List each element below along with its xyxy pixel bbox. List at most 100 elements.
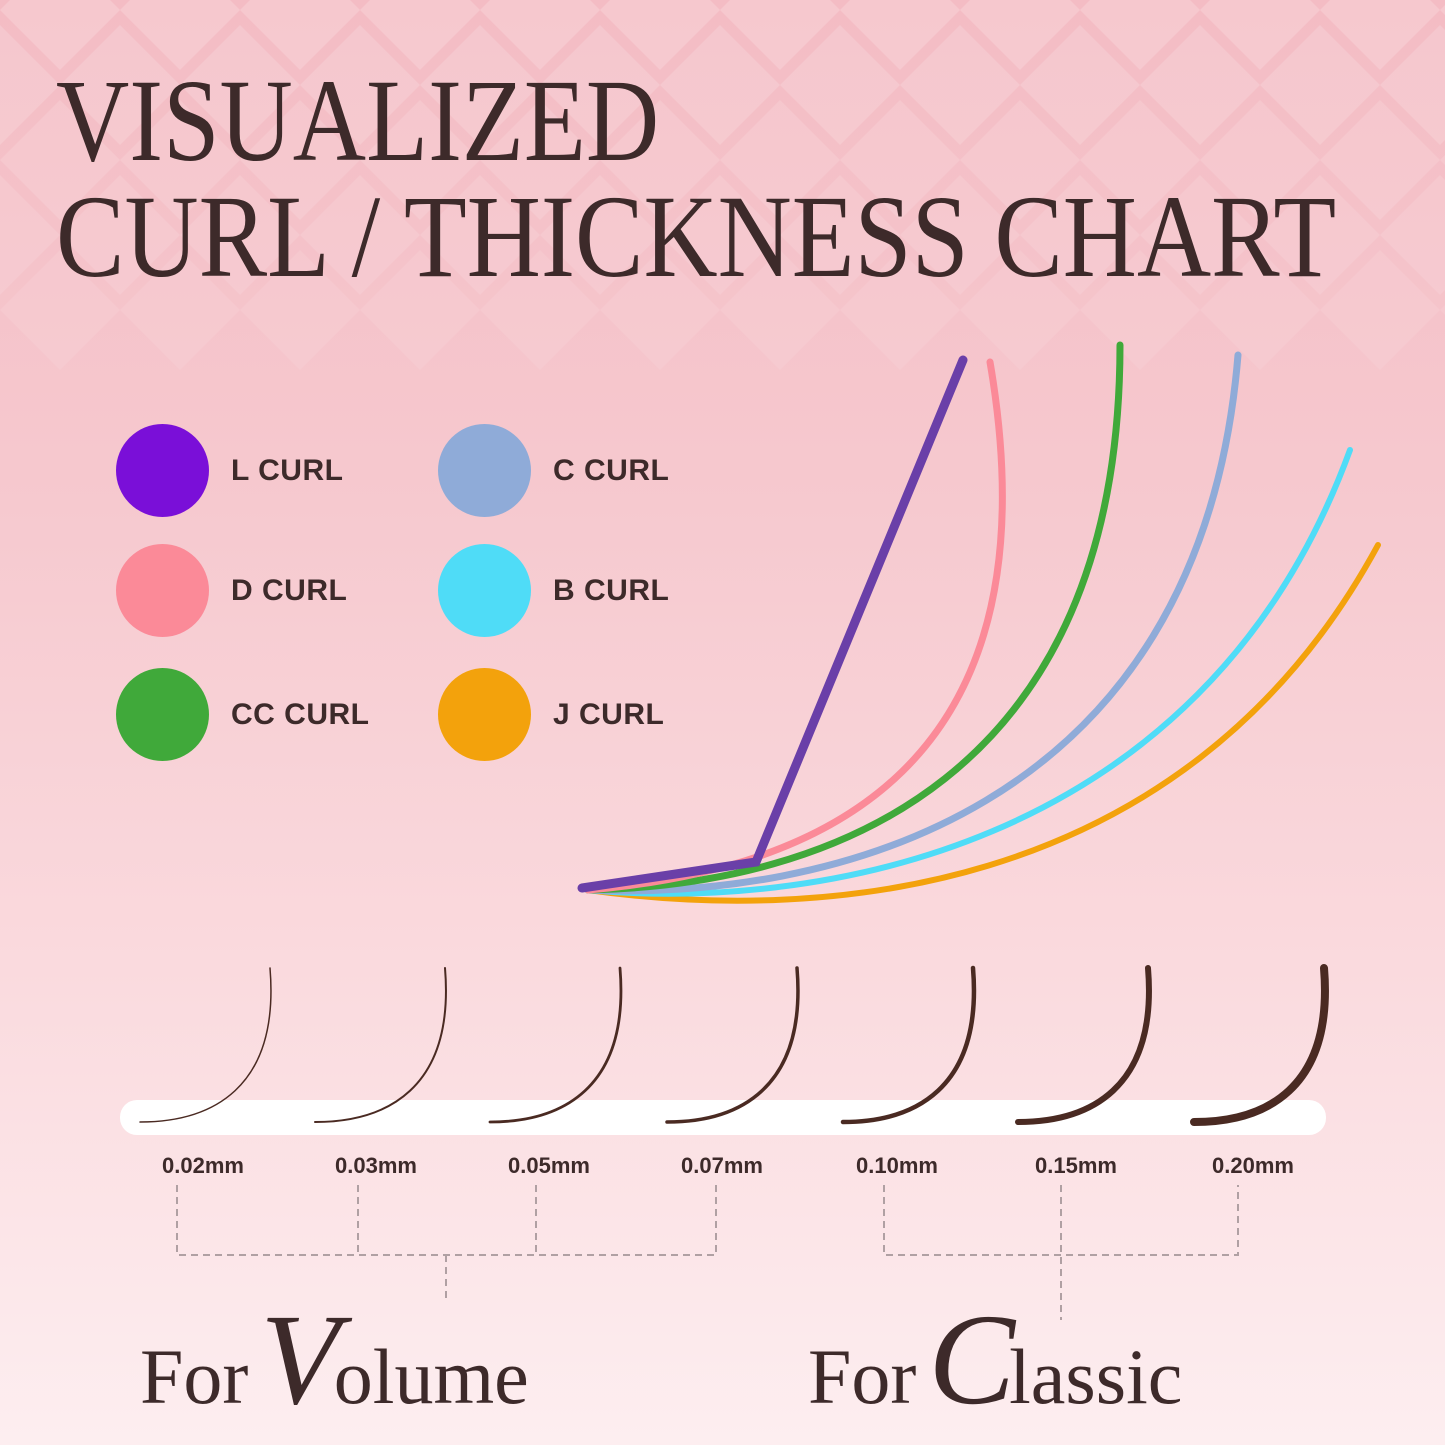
legend-label: CC CURL	[231, 697, 370, 731]
for-prefix: For	[808, 1333, 917, 1420]
for-volume-label: ForVolume	[140, 1285, 529, 1435]
pattern-diamond	[1320, 250, 1440, 370]
pattern-diamond	[900, 25, 1020, 145]
legend-cc-curl: CC CURL	[116, 668, 370, 761]
legend-label: J CURL	[553, 697, 665, 731]
pattern-diamond	[0, 175, 60, 295]
pattern-diamond	[960, 100, 1080, 220]
pattern-diamond	[660, 175, 780, 295]
pattern-diamond	[600, 0, 720, 70]
script-initial: V	[260, 1288, 340, 1432]
pattern-diamond	[1260, 175, 1380, 295]
word-rest: olume	[333, 1333, 529, 1420]
pattern-diamond	[420, 25, 540, 145]
pattern-diamond	[0, 100, 120, 220]
pattern-diamond	[480, 0, 600, 70]
pattern-diamond	[1020, 25, 1140, 145]
b-curl-lash	[585, 447, 1353, 897]
pattern-diamond	[1440, 305, 1445, 315]
pattern-diamond	[1200, 100, 1320, 220]
diamond-pattern-background	[0, 0, 1445, 370]
cc-curl-lash	[584, 341, 1124, 894]
l-curl-lash	[577, 355, 968, 893]
pattern-diamond	[1380, 25, 1445, 145]
pattern-diamond	[240, 100, 360, 220]
pattern-diamond	[1320, 0, 1440, 70]
pattern-diamond	[1200, 0, 1320, 70]
legend-j-curl: J CURL	[438, 668, 664, 761]
pattern-diamond	[720, 0, 840, 70]
pattern-diamond	[1440, 155, 1445, 165]
thickness-label: 0.15mm	[1035, 1153, 1117, 1178]
pattern-diamond	[1140, 25, 1260, 145]
pattern-diamond	[180, 25, 300, 145]
pattern-diamond	[360, 250, 480, 370]
pattern-diamond	[120, 100, 240, 220]
thickness-label: 0.20mm	[1212, 1153, 1294, 1178]
legend-d-curl: D CURL	[116, 544, 347, 637]
thickness-lash	[139, 967, 272, 1123]
thickness-label: 0.03mm	[335, 1153, 417, 1178]
pattern-diamond	[720, 100, 840, 220]
pattern-diamond	[960, 0, 1080, 70]
volume-bracket	[176, 1185, 717, 1300]
pattern-diamond	[1440, 5, 1445, 15]
pattern-diamond	[180, 175, 300, 295]
pattern-diamond	[1260, 25, 1380, 145]
thickness-lash	[488, 966, 623, 1124]
thickness-lash	[314, 967, 447, 1123]
title-line-2: CURL / THICKNESS CHART	[56, 171, 1337, 302]
pattern-diamond	[660, 25, 780, 145]
pattern-diamond	[960, 250, 1080, 370]
pattern-diamond	[780, 25, 900, 145]
pattern-diamond	[0, 0, 120, 70]
for-classic-label: ForClassic	[808, 1285, 1182, 1435]
pattern-diamond	[360, 0, 480, 70]
thickness-bar	[120, 1100, 1326, 1135]
pattern-diamond	[360, 100, 480, 220]
pattern-diamond	[1200, 250, 1320, 370]
pattern-diamond	[0, 250, 120, 370]
b-curl-swatch	[438, 544, 531, 637]
pattern-diamond	[900, 175, 1020, 295]
classic-bracket	[883, 1185, 1239, 1320]
l-curl-swatch	[116, 424, 209, 517]
pattern-diamond	[420, 175, 540, 295]
thickness-label: 0.07mm	[681, 1153, 763, 1178]
title-line-1: VISUALIZED	[56, 55, 660, 186]
thickness-label: 0.02mm	[162, 1153, 244, 1178]
thickness-label: 0.05mm	[508, 1153, 590, 1178]
pattern-diamond	[1080, 0, 1200, 70]
pattern-diamond	[60, 175, 180, 295]
pattern-diamond	[600, 100, 720, 220]
legend-c-curl: C CURL	[438, 424, 669, 517]
pattern-diamond	[240, 0, 360, 70]
pattern-diamond	[1140, 175, 1260, 295]
legend-label: C CURL	[553, 453, 670, 487]
pattern-diamond	[840, 0, 960, 70]
for-prefix: For	[140, 1333, 249, 1420]
legend-label: B CURL	[553, 573, 670, 607]
script-initial: C	[928, 1288, 1016, 1432]
pattern-diamond	[300, 25, 420, 145]
thickness-lash	[1190, 964, 1329, 1126]
legend-label: D CURL	[231, 573, 348, 607]
pattern-diamond	[0, 25, 60, 145]
c-curl-lash	[584, 351, 1242, 895]
pattern-diamond	[1380, 175, 1445, 295]
pattern-diamond	[840, 100, 960, 220]
pattern-diamond	[1320, 100, 1440, 220]
pattern-diamond	[240, 250, 360, 370]
pattern-diamond	[120, 0, 240, 70]
legend-b-curl: B CURL	[438, 544, 669, 637]
pattern-diamond	[480, 250, 600, 370]
legend-label: L CURL	[231, 453, 344, 487]
thickness-lash	[665, 966, 800, 1124]
pattern-diamond	[120, 250, 240, 370]
pattern-diamond	[300, 175, 420, 295]
d-curl-swatch	[116, 544, 209, 637]
pattern-diamond	[540, 175, 660, 295]
cc-curl-swatch	[116, 668, 209, 761]
thickness-lash	[1015, 965, 1152, 1125]
